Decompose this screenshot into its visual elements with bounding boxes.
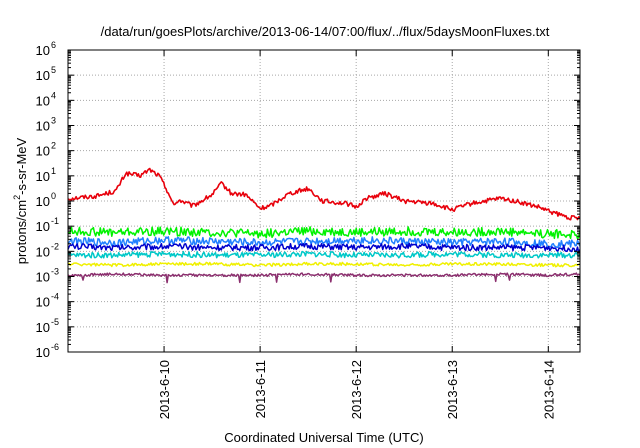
series-line	[67, 236, 581, 249]
y-tick-label: 10	[36, 93, 50, 108]
y-tick-exponent: -1	[51, 216, 59, 226]
x-axis-label: Coordinated Universal Time (UTC)	[224, 430, 423, 445]
y-tick-label: 10	[36, 68, 50, 83]
x-tick-label: 2013-6-11	[253, 360, 268, 418]
y-tick-exponent: -3	[51, 267, 59, 277]
y-axis-label-rest: -s-sr-MeV	[14, 137, 29, 194]
series-line	[67, 250, 581, 259]
y-tick-label: 10	[36, 295, 50, 310]
y-axis-label: protons/cm2-s-sr-MeV	[12, 137, 29, 264]
x-tick-label: 2013-6-10	[157, 360, 172, 419]
y-tick-label: 10	[36, 320, 50, 335]
y-tick-label: 10	[36, 194, 50, 209]
grid	[68, 50, 580, 352]
series-line	[67, 272, 581, 284]
y-tick-exponent: 6	[51, 40, 56, 50]
y-tick-exponent: 1	[51, 166, 56, 176]
y-tick-label: 10	[36, 169, 50, 184]
series-line	[67, 167, 581, 221]
series-layer	[67, 167, 581, 284]
y-tick-label: 10	[36, 345, 50, 360]
chart-title: /data/run/goesPlots/archive/2013-06-14/0…	[101, 24, 550, 39]
y-tick-label: 10	[36, 43, 50, 58]
y-tick-exponent: 2	[51, 141, 56, 151]
y-axis-label-sup: 2	[12, 195, 22, 200]
series-line	[67, 261, 580, 268]
y-axis: 10 -610 -510 -410 -310 -210 -110 010 110 210 310 41…	[36, 40, 580, 360]
y-tick-exponent: 4	[51, 90, 56, 100]
series-line	[67, 226, 581, 240]
y-tick-exponent: 0	[51, 191, 56, 201]
x-axis: 2013-6-10 2013-6-11 2013-6-12 2013-6-13 2013…	[157, 50, 556, 419]
x-tick-label: 2013-6-14	[541, 360, 556, 419]
series-line	[67, 242, 581, 253]
y-axis-label-base: protons/cm	[14, 200, 29, 264]
y-tick-label: 10	[36, 144, 50, 159]
y-tick-label: 10	[36, 270, 50, 285]
y-tick-label: 10	[36, 119, 50, 134]
x-tick-label: 2013-6-12	[349, 360, 364, 419]
y-tick-exponent: -6	[51, 342, 59, 352]
y-tick-label: 10	[36, 244, 50, 259]
y-tick-exponent: -4	[51, 292, 59, 302]
y-tick-label: 10	[36, 219, 50, 234]
x-tick-label: 2013-6-13	[445, 360, 460, 419]
y-tick-exponent: 5	[51, 65, 56, 75]
y-tick-exponent: -5	[51, 317, 59, 327]
y-tick-exponent: 3	[51, 116, 56, 126]
y-tick-exponent: -2	[51, 241, 59, 251]
